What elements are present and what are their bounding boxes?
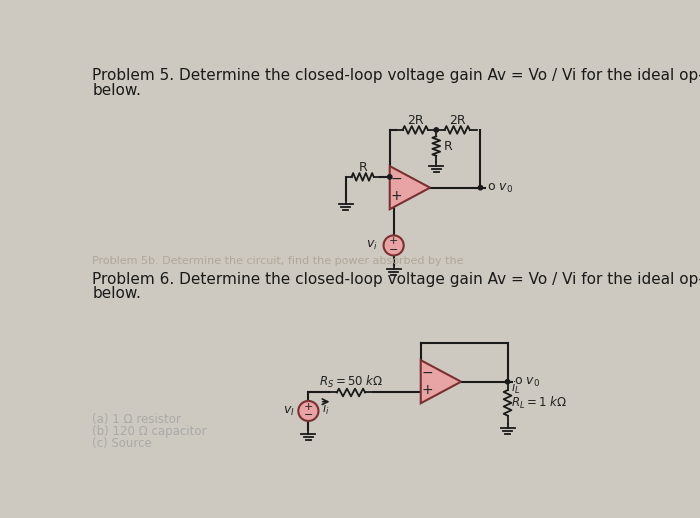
Circle shape: [434, 128, 438, 132]
Polygon shape: [421, 360, 461, 404]
Text: $i_i$: $i_i$: [323, 401, 330, 418]
Circle shape: [388, 175, 392, 179]
Text: $v_I$: $v_I$: [283, 405, 295, 418]
Text: −: −: [391, 172, 402, 186]
Text: +: +: [391, 189, 402, 203]
Text: R: R: [358, 161, 367, 174]
Text: below.: below.: [92, 83, 141, 98]
Text: −: −: [422, 366, 433, 380]
Text: −: −: [389, 244, 398, 255]
Text: 2R: 2R: [407, 114, 424, 127]
Text: −: −: [304, 410, 313, 420]
Text: $i_L$: $i_L$: [512, 380, 521, 396]
Circle shape: [298, 401, 318, 421]
Circle shape: [505, 380, 510, 384]
Text: (b) 120 Ω capacitor: (b) 120 Ω capacitor: [92, 425, 206, 438]
Text: Problem 5. Determine the closed-loop voltage gain Av = Vo / Vi for the ideal op-: Problem 5. Determine the closed-loop vol…: [92, 68, 700, 83]
Text: o $v_0$: o $v_0$: [514, 376, 540, 389]
Text: (a) 1 Ω resistor: (a) 1 Ω resistor: [92, 412, 181, 425]
Text: +: +: [422, 383, 433, 397]
Text: $v_i$: $v_i$: [366, 239, 378, 252]
Text: o $v_0$: o $v_0$: [486, 182, 512, 195]
Text: +: +: [389, 236, 398, 246]
Text: below.: below.: [92, 286, 141, 301]
Text: R: R: [444, 139, 453, 153]
Circle shape: [478, 185, 482, 190]
Text: 2R: 2R: [449, 114, 466, 127]
Text: $R_L = 1\ k\Omega$: $R_L = 1\ k\Omega$: [512, 395, 568, 411]
Circle shape: [384, 235, 404, 255]
Text: $R_S = 50\ k\Omega$: $R_S = 50\ k\Omega$: [318, 373, 383, 390]
Text: Problem 6. Determine the closed-loop voltage gain Av = Vo / Vi for the ideal op-: Problem 6. Determine the closed-loop vol…: [92, 271, 700, 286]
Polygon shape: [390, 166, 430, 209]
Text: Problem 5b. Determine the circuit, find the power absorbed by the: Problem 5b. Determine the circuit, find …: [92, 256, 463, 266]
Text: (c) Source: (c) Source: [92, 437, 152, 450]
Text: +: +: [304, 402, 313, 412]
